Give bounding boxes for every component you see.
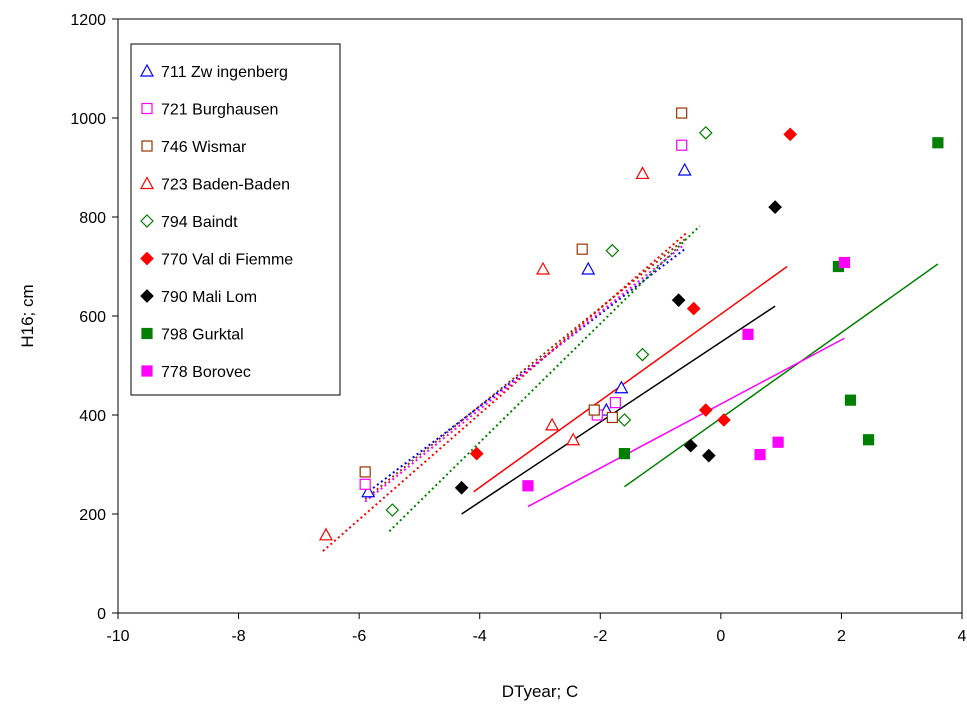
data-point-series-8	[772, 436, 784, 448]
data-point-series-1	[609, 397, 621, 409]
data-point-series-1	[676, 139, 688, 151]
data-point-series-8	[522, 480, 534, 492]
legend-label: 746 Wismar	[161, 139, 247, 156]
x-tick-label: -4	[473, 628, 487, 645]
y-tick-label: 800	[79, 210, 106, 227]
y-axis-title: H16; cm	[18, 284, 37, 347]
data-point-series-4	[698, 126, 713, 140]
legend-marker	[141, 365, 153, 377]
x-tick-label: -8	[231, 628, 245, 645]
legend-marker	[140, 214, 154, 228]
data-point-series-0	[581, 261, 596, 275]
legend-marker	[141, 327, 153, 340]
x-tick-label: 4	[958, 628, 967, 645]
y-tick-label: 600	[79, 309, 106, 326]
data-point-series-5	[717, 413, 731, 427]
y-tick-label: 1200	[70, 12, 106, 29]
legend-label: 794 Baindt	[161, 214, 238, 231]
data-point-series-2	[588, 404, 600, 416]
data-point-series-3	[566, 432, 581, 446]
trend-line-series-7	[623, 263, 939, 488]
data-point-series-8	[742, 328, 754, 340]
legend-label: 711 Zw ingenberg	[161, 64, 288, 81]
data-point-series-4	[385, 503, 400, 517]
data-point-series-8	[754, 449, 766, 461]
legend-label: 790 Mali Lom	[161, 289, 257, 306]
trend-lines	[322, 225, 939, 552]
legend-label: 723 Baden-Baden	[161, 177, 290, 194]
data-point-series-5	[686, 301, 701, 316]
data-point-series-4	[617, 413, 632, 427]
legend-label: 770 Val di Fiemme	[161, 252, 293, 269]
y-tick-label: 200	[79, 507, 106, 524]
data-point-series-2	[606, 411, 618, 424]
data-point-series-7	[844, 394, 857, 406]
legend-marker	[141, 140, 153, 152]
trend-line-series-6	[461, 305, 776, 515]
legend-label: 721 Burghausen	[161, 102, 278, 119]
data-point-series-2	[676, 107, 688, 119]
legend: 711 Zw ingenberg 721 Burghausen 746 Wismar…	[130, 43, 341, 396]
x-axis-title: DTyear; C	[502, 682, 579, 701]
y-tick-label: 1000	[70, 111, 106, 128]
data-points	[318, 107, 944, 541]
data-point-series-5	[783, 127, 798, 142]
y-tick-label: 0	[97, 606, 106, 623]
data-point-series-5	[698, 403, 713, 417]
data-point-series-3	[318, 527, 333, 541]
x-tick-label: 0	[716, 628, 725, 645]
legend-box	[130, 43, 341, 396]
data-point-series-8	[838, 256, 851, 269]
trend-line-series-8	[527, 337, 845, 508]
legend-marker	[141, 102, 153, 115]
data-point-series-6	[671, 293, 686, 308]
data-point-series-6	[683, 438, 698, 453]
data-point-series-7	[618, 448, 631, 460]
y-tick-label: 400	[79, 408, 106, 425]
legend-label: 778 Borovec	[161, 364, 251, 381]
legend-marker	[140, 251, 154, 266]
trend-line-series-1	[364, 243, 686, 503]
data-point-series-6	[454, 480, 469, 495]
axes: -10 -8 -6 -4 -2 0 2 4 0 200 400 600 800 1000 1200	[70, 12, 966, 645]
data-point-series-0	[614, 380, 629, 394]
x-tick-label: -6	[352, 628, 366, 645]
data-point-series-3	[635, 166, 650, 180]
data-point-series-4	[605, 243, 620, 258]
data-point-series-0	[677, 162, 692, 176]
x-tick-label: 2	[837, 628, 846, 645]
trend-line-series-5	[473, 265, 788, 493]
data-point-series-6	[768, 200, 782, 214]
data-point-series-0	[361, 484, 376, 498]
data-point-series-6	[701, 448, 716, 463]
trend-line-series-2	[364, 238, 686, 500]
data-point-series-4	[635, 347, 650, 362]
trend-line-series-3	[322, 231, 689, 552]
data-point-series-5	[469, 446, 484, 461]
data-point-series-2	[359, 466, 371, 478]
legend-marker	[139, 63, 155, 77]
x-tick-label: -10	[106, 628, 129, 645]
legend-marker	[140, 289, 154, 303]
data-point-series-3	[545, 417, 560, 431]
legend-marker	[139, 176, 155, 190]
x-tick-label: -2	[593, 628, 607, 645]
data-point-series-2	[576, 243, 588, 255]
legend-label: 798 Gurktal	[161, 327, 244, 344]
data-point-series-1	[359, 478, 371, 490]
data-point-series-7	[862, 434, 875, 446]
data-point-series-7	[932, 137, 944, 149]
data-point-series-3	[536, 261, 551, 275]
